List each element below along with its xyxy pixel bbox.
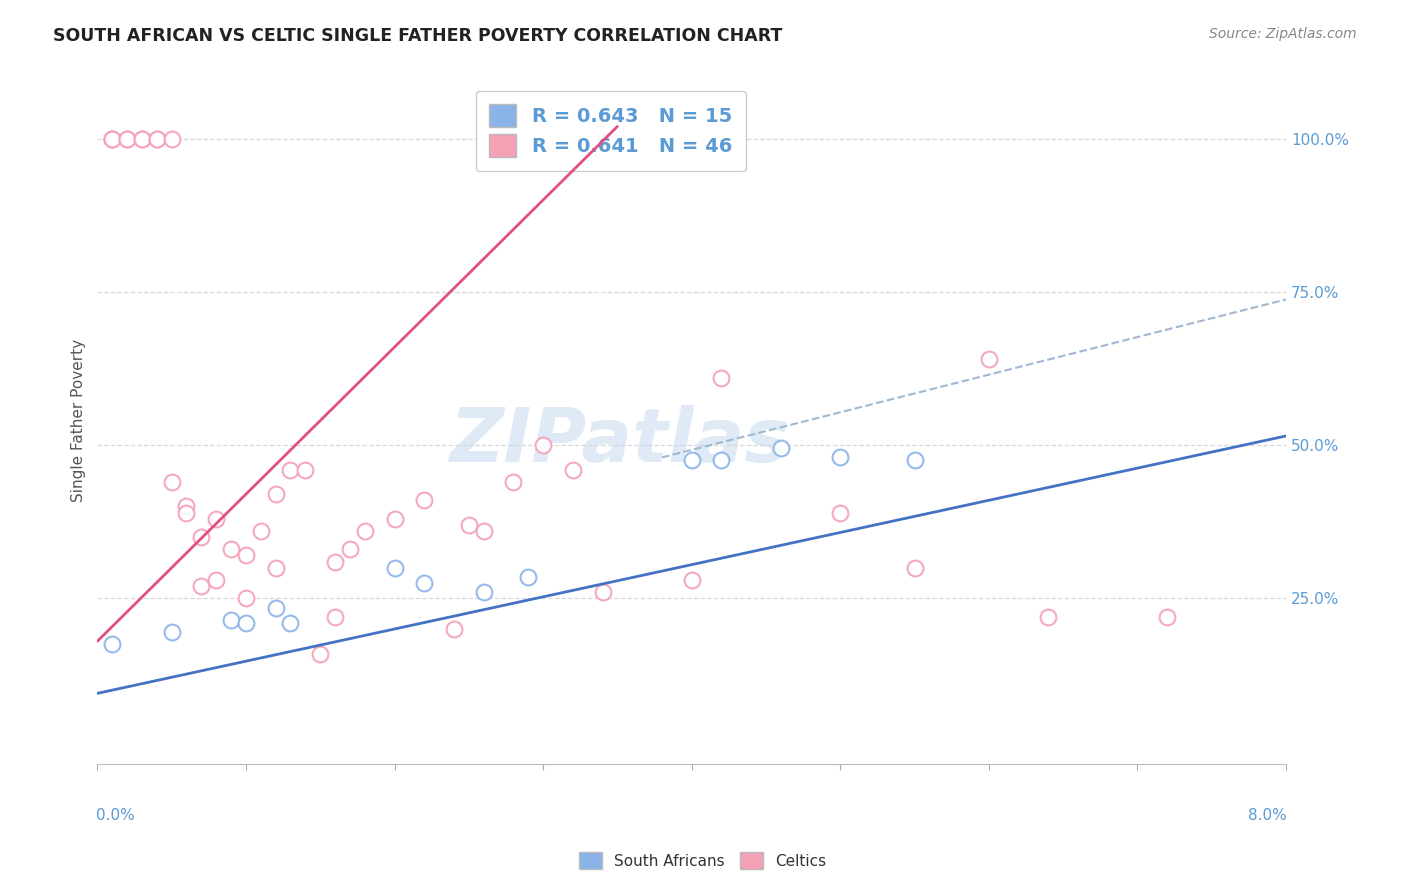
Point — [219, 542, 242, 557]
Point — [502, 475, 524, 489]
Point — [681, 453, 703, 467]
Point — [160, 625, 183, 640]
Point — [384, 560, 406, 574]
Point — [830, 506, 852, 520]
Point — [264, 560, 287, 574]
Point — [131, 132, 153, 146]
Point — [160, 475, 183, 489]
Point — [294, 463, 316, 477]
Point — [264, 600, 287, 615]
Point — [205, 511, 228, 525]
Point — [235, 549, 257, 563]
Legend: South Africans, Celtics: South Africans, Celtics — [574, 846, 832, 875]
Point — [219, 613, 242, 627]
Point — [190, 530, 212, 544]
Point — [830, 450, 852, 465]
Point — [443, 622, 465, 636]
Point — [592, 585, 614, 599]
Point — [235, 615, 257, 630]
Point — [205, 573, 228, 587]
Point — [176, 506, 198, 520]
Point — [561, 463, 583, 477]
Point — [249, 524, 271, 538]
Point — [413, 493, 436, 508]
Text: ZIPatlas: ZIPatlas — [450, 405, 790, 478]
Point — [160, 132, 183, 146]
Point — [353, 524, 375, 538]
Point — [457, 517, 479, 532]
Point — [101, 132, 124, 146]
Point — [101, 132, 124, 146]
Point — [903, 453, 925, 467]
Point — [531, 438, 554, 452]
Point — [413, 576, 436, 591]
Point — [101, 132, 124, 146]
Point — [131, 132, 153, 146]
Point — [146, 132, 169, 146]
Point — [1038, 609, 1060, 624]
Point — [472, 524, 495, 538]
Point — [323, 555, 346, 569]
Text: 8.0%: 8.0% — [1249, 808, 1286, 823]
Text: Source: ZipAtlas.com: Source: ZipAtlas.com — [1209, 27, 1357, 41]
Point — [384, 511, 406, 525]
Point — [101, 637, 124, 651]
Point — [339, 542, 361, 557]
Legend: R = 0.643   N = 15, R = 0.641   N = 46: R = 0.643 N = 15, R = 0.641 N = 46 — [475, 91, 747, 170]
Point — [977, 352, 1000, 367]
Point — [769, 441, 792, 455]
Point — [903, 560, 925, 574]
Point — [176, 500, 198, 514]
Point — [280, 463, 302, 477]
Point — [115, 132, 138, 146]
Point — [235, 591, 257, 606]
Point — [1156, 609, 1178, 624]
Point — [517, 570, 540, 584]
Point — [146, 132, 169, 146]
Point — [710, 370, 733, 384]
Point — [115, 132, 138, 146]
Text: SOUTH AFRICAN VS CELTIC SINGLE FATHER POVERTY CORRELATION CHART: SOUTH AFRICAN VS CELTIC SINGLE FATHER PO… — [53, 27, 783, 45]
Point — [264, 487, 287, 501]
Point — [323, 609, 346, 624]
Y-axis label: Single Father Poverty: Single Father Poverty — [72, 339, 86, 502]
Text: 0.0%: 0.0% — [96, 808, 135, 823]
Point — [681, 573, 703, 587]
Point — [280, 615, 302, 630]
Point — [190, 579, 212, 593]
Point — [710, 453, 733, 467]
Point — [309, 647, 332, 661]
Point — [472, 585, 495, 599]
